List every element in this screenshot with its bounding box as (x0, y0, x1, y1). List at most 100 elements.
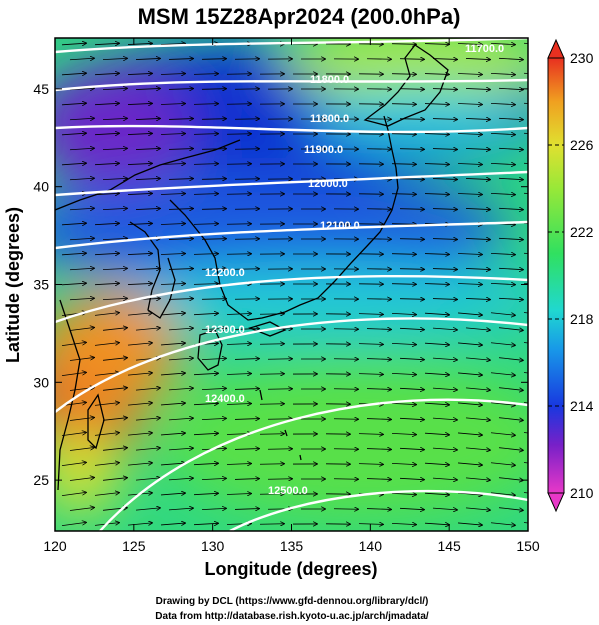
contour-label: 11900.0 (304, 144, 343, 156)
wind-arrow (490, 462, 515, 466)
colorbar-ticks: 210 214 218 222 226 230 (548, 50, 594, 501)
wind-arrow (102, 328, 127, 331)
wind-arrow (234, 509, 259, 510)
wind-arrow (193, 403, 218, 404)
contour-labels: 11700.0 11800.0 11800.0 11900.0 12000.0 … (205, 43, 504, 497)
wind-arrow (193, 194, 218, 195)
wind-arrow (498, 238, 523, 239)
wind-arrow (465, 478, 490, 480)
x-tick-label: 140 (359, 538, 383, 554)
wind-arrow (432, 328, 457, 330)
wind-arrow (94, 253, 119, 254)
wind-arrow (102, 298, 127, 299)
wind-arrow (424, 164, 449, 165)
wind-arrow (457, 343, 482, 345)
wind-arrow (457, 283, 482, 284)
wind-arrow (432, 269, 457, 270)
y-tick-label: 30 (33, 374, 49, 390)
wind-arrow (160, 194, 185, 195)
wind-arrow (424, 373, 449, 375)
credit-drawing: Drawing by DCL (https://www.gfd-dennou.o… (156, 596, 429, 607)
wind-arrow (102, 388, 127, 391)
wind-arrow (490, 73, 515, 74)
wind-arrow (168, 89, 193, 90)
y-tick-label: 40 (33, 179, 49, 195)
wind-arrow (424, 104, 449, 105)
wind-arrow (201, 388, 226, 389)
wind-arrow (498, 58, 523, 59)
wind-arrow (127, 253, 152, 254)
wind-arrow (69, 268, 94, 270)
credit-data: Data from http://database.rish.kyoto-u.a… (155, 611, 429, 622)
wind-arrow (61, 103, 86, 105)
y-axis: 25 30 35 40 45 (33, 81, 528, 488)
wind-arrow (457, 73, 482, 74)
colorbar-tick-label: 230 (570, 50, 594, 66)
wind-arrow (61, 163, 86, 165)
wind-arrow (490, 43, 515, 44)
wind-arrow (160, 313, 185, 315)
temperature-field: 11700.0 11800.0 11800.0 11900.0 12000.0 … (55, 38, 528, 540)
wind-arrow (424, 523, 449, 525)
wind-arrow (69, 477, 94, 481)
wind-arrow (259, 374, 284, 375)
wind-arrow (69, 327, 94, 331)
wind-arrow (127, 133, 152, 134)
contour-12200 (55, 274, 528, 324)
wind-arrow (432, 89, 457, 90)
wind-arrow (259, 404, 284, 405)
colorbar-tick-label: 222 (570, 224, 594, 240)
wind-arrow (457, 103, 482, 104)
wind-arrow (127, 373, 152, 375)
wind-arrow (465, 298, 490, 299)
wind-arrow (465, 268, 490, 269)
wind-arrow (234, 359, 259, 360)
wind-arrow (102, 208, 127, 209)
colorbar-min-triangle (547, 492, 565, 513)
wind-arrow (69, 118, 94, 120)
wind-arrow (358, 374, 383, 375)
wind-arrow (61, 492, 86, 496)
wind-arrow (168, 388, 193, 390)
wind-arrow (498, 268, 523, 269)
chart-title: MSM 15Z28Apr2024 (200.0hPa) (138, 4, 461, 29)
wind-arrow (490, 342, 515, 346)
wind-arrow (127, 223, 152, 224)
wind-arrow (201, 89, 226, 90)
wind-arrow (160, 44, 185, 45)
wind-arrow (358, 434, 383, 435)
wind-arrow (193, 433, 218, 434)
blob-ne-yellow (280, 38, 528, 98)
wind-arrow (457, 433, 482, 435)
wind-arrow (94, 223, 119, 224)
wind-arrow (160, 254, 185, 255)
wind-arrow (490, 372, 515, 376)
wind-arrow (160, 463, 185, 465)
wind-arrow (399, 418, 424, 419)
wind-arrow (498, 148, 523, 149)
wind-arrow (424, 284, 449, 285)
wind-arrow (160, 493, 185, 495)
wind-arrow (61, 522, 86, 526)
wind-arrow (234, 449, 259, 450)
wind-arrow (193, 523, 218, 524)
wind-arrow (498, 88, 523, 89)
wind-arrow (102, 238, 127, 239)
wind-arrow (193, 254, 218, 255)
wind-arrow (399, 209, 424, 210)
wind-arrow (235, 539, 259, 540)
wind-arrow (193, 373, 218, 374)
wind-arrow (424, 343, 449, 345)
wind-arrow (366, 479, 391, 480)
wind-arrow (424, 74, 449, 75)
wind-arrow (94, 163, 119, 164)
wind-arrow (160, 224, 185, 225)
wind-arrow (234, 389, 259, 390)
wind-arrow (490, 492, 515, 496)
wind-arrow (135, 178, 160, 179)
wind-arrow (168, 508, 193, 510)
wind-arrow (391, 373, 416, 374)
contour-label: 12500.0 (268, 485, 308, 497)
wind-arrow (399, 299, 424, 300)
wind-arrow (432, 478, 457, 480)
